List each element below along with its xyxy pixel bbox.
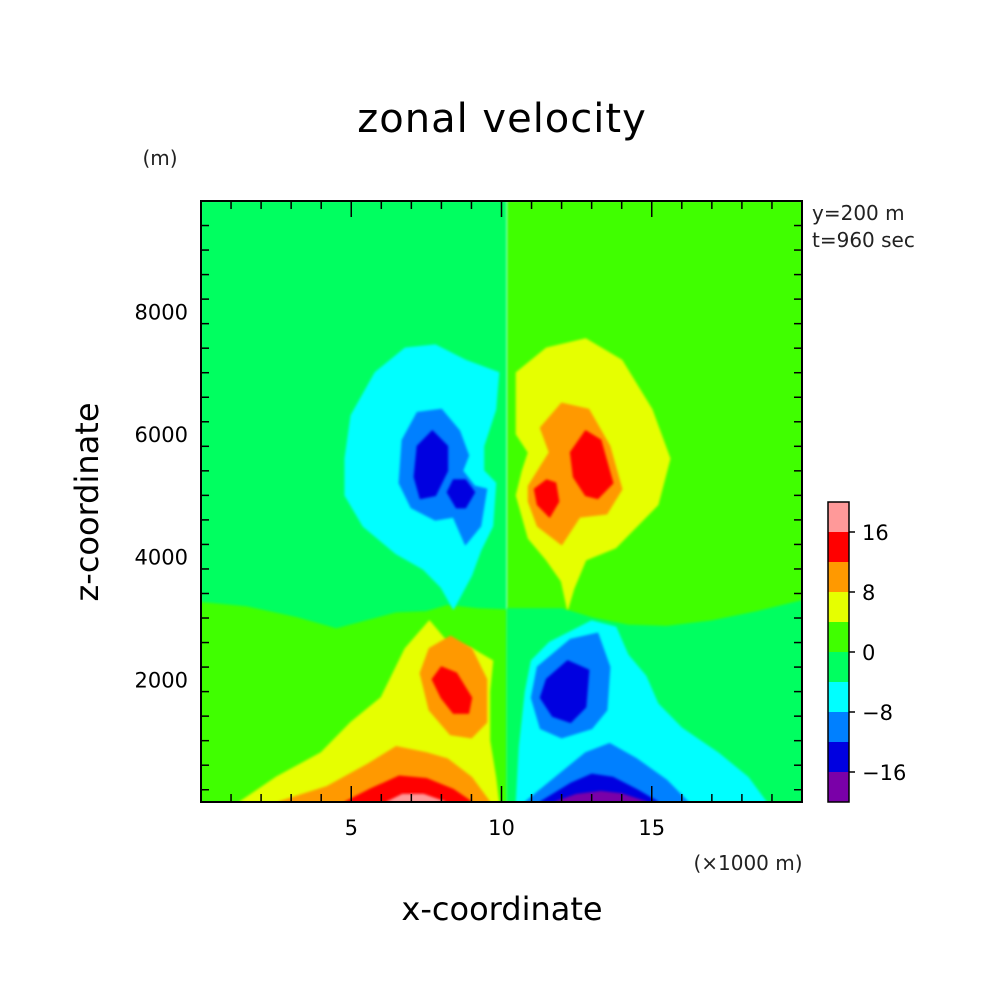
colorbar-swatch [828, 532, 849, 562]
x-axis-label: x-coordinate [401, 890, 602, 928]
x-tick-label: 10 [488, 816, 515, 840]
colorbar-swatch [828, 652, 849, 682]
x-unit-label: (×1000 m) [693, 851, 802, 875]
colorbar-swatch [828, 742, 849, 772]
y-tick-label: 2000 [135, 668, 188, 692]
band-neg16-to-neg12-lower-surface [539, 773, 659, 802]
colorbar-swatch [828, 592, 849, 622]
colorbar-label: 8 [862, 581, 875, 605]
colorbar-swatch [828, 682, 849, 712]
band-neg20-to-neg16-lower-surface [554, 790, 647, 802]
colorbar-label: −8 [862, 701, 893, 725]
band-12-to-16-lower-surface [344, 775, 473, 802]
y-unit-label: (m) [142, 146, 177, 170]
y-tick-label: 6000 [135, 423, 188, 447]
band-12-to-16-lower-core [431, 666, 473, 714]
colorbar-label: −16 [862, 761, 906, 785]
tick-labels: 5 10 15 2000 4000 6000 8000 [135, 300, 666, 840]
band-16-to-20-lower-surface [386, 793, 446, 802]
y-axis-label: z-coordinate [68, 402, 106, 601]
annotation-y-position: y=200 m [812, 201, 905, 225]
y-tick-label: 4000 [135, 546, 188, 570]
colorbar-label: 16 [862, 521, 889, 545]
colorbar-label: 0 [862, 641, 875, 665]
x-tick-label: 5 [345, 816, 358, 840]
colorbar-swatch [828, 622, 849, 652]
band-neg16-to-neg12-lower-core [539, 660, 590, 724]
band-neg16-to-neg12-upper-core [413, 430, 449, 500]
band-neg16-to-neg12-upper-secondary [446, 479, 476, 509]
y-tick-label: 8000 [135, 300, 188, 324]
band-12-to-16-upper-core [569, 430, 614, 500]
colorbar-swatch [828, 772, 849, 802]
plot-area [201, 201, 802, 802]
colorbar-swatch [828, 502, 849, 532]
colorbar-swatch [828, 712, 849, 742]
annotation-time: t=960 sec [812, 228, 915, 252]
chart-title: zonal velocity [357, 96, 647, 142]
band-12-to-16-upper-secondary [533, 479, 560, 518]
colorbar-swatch [828, 562, 849, 592]
colorbar: 16 8 0 −8 −16 [827, 501, 906, 803]
x-tick-label: 15 [638, 816, 665, 840]
tick-marks [201, 200, 802, 802]
